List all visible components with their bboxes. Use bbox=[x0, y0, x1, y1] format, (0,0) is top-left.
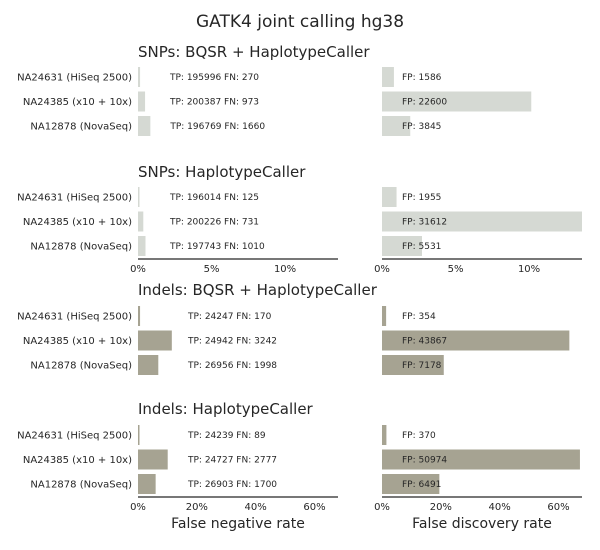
fnr-annotation: TP: 196014 FN: 125 bbox=[169, 193, 259, 203]
fnr-annotation: TP: 24942 FN: 3242 bbox=[187, 337, 277, 347]
x-tick-label-left: 20% bbox=[186, 502, 208, 513]
fdr-annotation: FP: 5531 bbox=[402, 242, 441, 252]
category-label: NA24631 (HiSeq 2500) bbox=[17, 431, 132, 442]
x-tick-label-right: 20% bbox=[430, 502, 452, 513]
fdr-bar bbox=[382, 355, 444, 375]
x-axis-label-right: False discovery rate bbox=[412, 516, 552, 532]
fdr-annotation: FP: 43867 bbox=[402, 337, 447, 347]
panel-title: Indels: HaplotypeCaller bbox=[138, 400, 314, 418]
fnr-bar bbox=[138, 425, 140, 445]
category-label: NA24631 (HiSeq 2500) bbox=[17, 193, 132, 204]
fnr-annotation: TP: 200226 FN: 731 bbox=[169, 218, 259, 228]
fnr-bar bbox=[138, 116, 151, 136]
fdr-annotation: FP: 6491 bbox=[402, 480, 441, 490]
fnr-bar bbox=[138, 187, 140, 207]
category-label: NA24385 (x10 + 10x) bbox=[23, 336, 132, 347]
fdr-bar bbox=[382, 306, 387, 326]
fdr-annotation: FP: 3845 bbox=[402, 122, 441, 132]
fnr-annotation: TP: 26956 FN: 1998 bbox=[187, 361, 277, 371]
plot-area: SNPs: BQSR + HaplotypeCaller NA24631 (HiS… bbox=[17, 43, 582, 513]
fdr-annotation: FP: 354 bbox=[402, 312, 436, 322]
fnr-annotation: TP: 26903 FN: 1700 bbox=[187, 480, 277, 490]
fnr-annotation: TP: 195996 FN: 270 bbox=[169, 73, 259, 83]
category-label: NA24385 (x10 + 10x) bbox=[23, 97, 132, 108]
category-label: NA24385 (x10 + 10x) bbox=[23, 455, 132, 466]
fdr-bar bbox=[382, 211, 582, 232]
x-axes: 0% 0% 20% 20% 40% 40% 60% 60% bbox=[130, 496, 582, 513]
x-tick-label-right: 40% bbox=[489, 502, 511, 513]
fdr-annotation: FP: 50974 bbox=[402, 456, 447, 466]
fnr-bar bbox=[138, 355, 159, 375]
x-tick-label-right: 0% bbox=[374, 502, 390, 513]
fdr-bar bbox=[382, 116, 411, 136]
panel-title: Indels: BQSR + HaplotypeCaller bbox=[138, 281, 378, 299]
x-tick-label-left: 10% bbox=[274, 264, 296, 275]
figure-title: GATK4 joint calling hg38 bbox=[196, 12, 404, 32]
x-tick-label-right: 0% bbox=[374, 264, 390, 275]
fnr-annotation: TP: 200387 FN: 973 bbox=[169, 98, 259, 108]
x-tick-label-right: 10% bbox=[518, 264, 540, 275]
fnr-bar bbox=[138, 330, 172, 351]
fnr-bar bbox=[138, 67, 141, 87]
fnr-bar bbox=[138, 91, 146, 112]
x-tick-label-left: 5% bbox=[204, 264, 220, 275]
fdr-annotation: FP: 1955 bbox=[402, 193, 441, 203]
category-label: NA12878 (NovaSeq) bbox=[30, 361, 132, 372]
fdr-bar bbox=[382, 236, 422, 256]
fdr-bar bbox=[382, 449, 580, 470]
fnr-bar bbox=[138, 449, 168, 470]
fnr-annotation: TP: 197743 FN: 1010 bbox=[169, 242, 265, 252]
panel-4: Indels: HaplotypeCaller NA24631 (HiSeq 25… bbox=[17, 400, 582, 513]
fdr-bar bbox=[382, 474, 440, 494]
panel-title: SNPs: HaplotypeCaller bbox=[138, 163, 306, 181]
x-tick-label-right: 60% bbox=[547, 502, 569, 513]
fdr-bar bbox=[382, 425, 387, 445]
fdr-annotation: FP: 7178 bbox=[402, 361, 442, 371]
category-label: NA12878 (NovaSeq) bbox=[30, 480, 132, 491]
fdr-annotation: FP: 31612 bbox=[402, 218, 447, 228]
panel-3: Indels: BQSR + HaplotypeCaller NA24631 (H… bbox=[17, 281, 570, 375]
fnr-bar bbox=[138, 236, 146, 256]
fdr-annotation: FP: 370 bbox=[402, 431, 436, 441]
category-label: NA12878 (NovaSeq) bbox=[30, 242, 132, 253]
fdr-bar bbox=[382, 187, 397, 207]
fnr-bar bbox=[138, 474, 156, 494]
fnr-annotation: TP: 196769 FN: 1660 bbox=[169, 122, 265, 132]
fdr-bar bbox=[382, 330, 570, 351]
x-axis-label-left: False negative rate bbox=[171, 516, 305, 532]
fnr-annotation: TP: 24727 FN: 2777 bbox=[187, 456, 277, 466]
fdr-bar bbox=[382, 91, 532, 112]
fnr-annotation: TP: 24247 FN: 170 bbox=[187, 312, 272, 322]
panel-2: SNPs: HaplotypeCaller NA24631 (HiSeq 2500… bbox=[17, 163, 582, 275]
panel-title: SNPs: BQSR + HaplotypeCaller bbox=[138, 43, 370, 61]
fdr-annotation: FP: 22600 bbox=[402, 98, 447, 108]
category-label: NA24631 (HiSeq 2500) bbox=[17, 312, 132, 323]
x-tick-label-left: 0% bbox=[130, 264, 146, 275]
panel-1: SNPs: BQSR + HaplotypeCaller NA24631 (HiS… bbox=[17, 43, 532, 136]
x-tick-label-right: 5% bbox=[448, 264, 464, 275]
category-label: NA24385 (x10 + 10x) bbox=[23, 217, 132, 228]
fdr-bar bbox=[382, 67, 394, 87]
fnr-bar bbox=[138, 306, 141, 326]
category-label: NA24631 (HiSeq 2500) bbox=[17, 73, 132, 84]
x-axes: 0% 0% 5% 5% 10% 10% bbox=[130, 258, 582, 275]
fnr-annotation: TP: 24239 FN: 89 bbox=[187, 431, 266, 441]
x-tick-label-left: 0% bbox=[130, 502, 146, 513]
x-tick-label-left: 40% bbox=[245, 502, 267, 513]
x-tick-label-left: 60% bbox=[303, 502, 325, 513]
fnr-bar bbox=[138, 211, 144, 232]
fdr-annotation: FP: 1586 bbox=[402, 73, 442, 83]
category-label: NA12878 (NovaSeq) bbox=[30, 122, 132, 133]
